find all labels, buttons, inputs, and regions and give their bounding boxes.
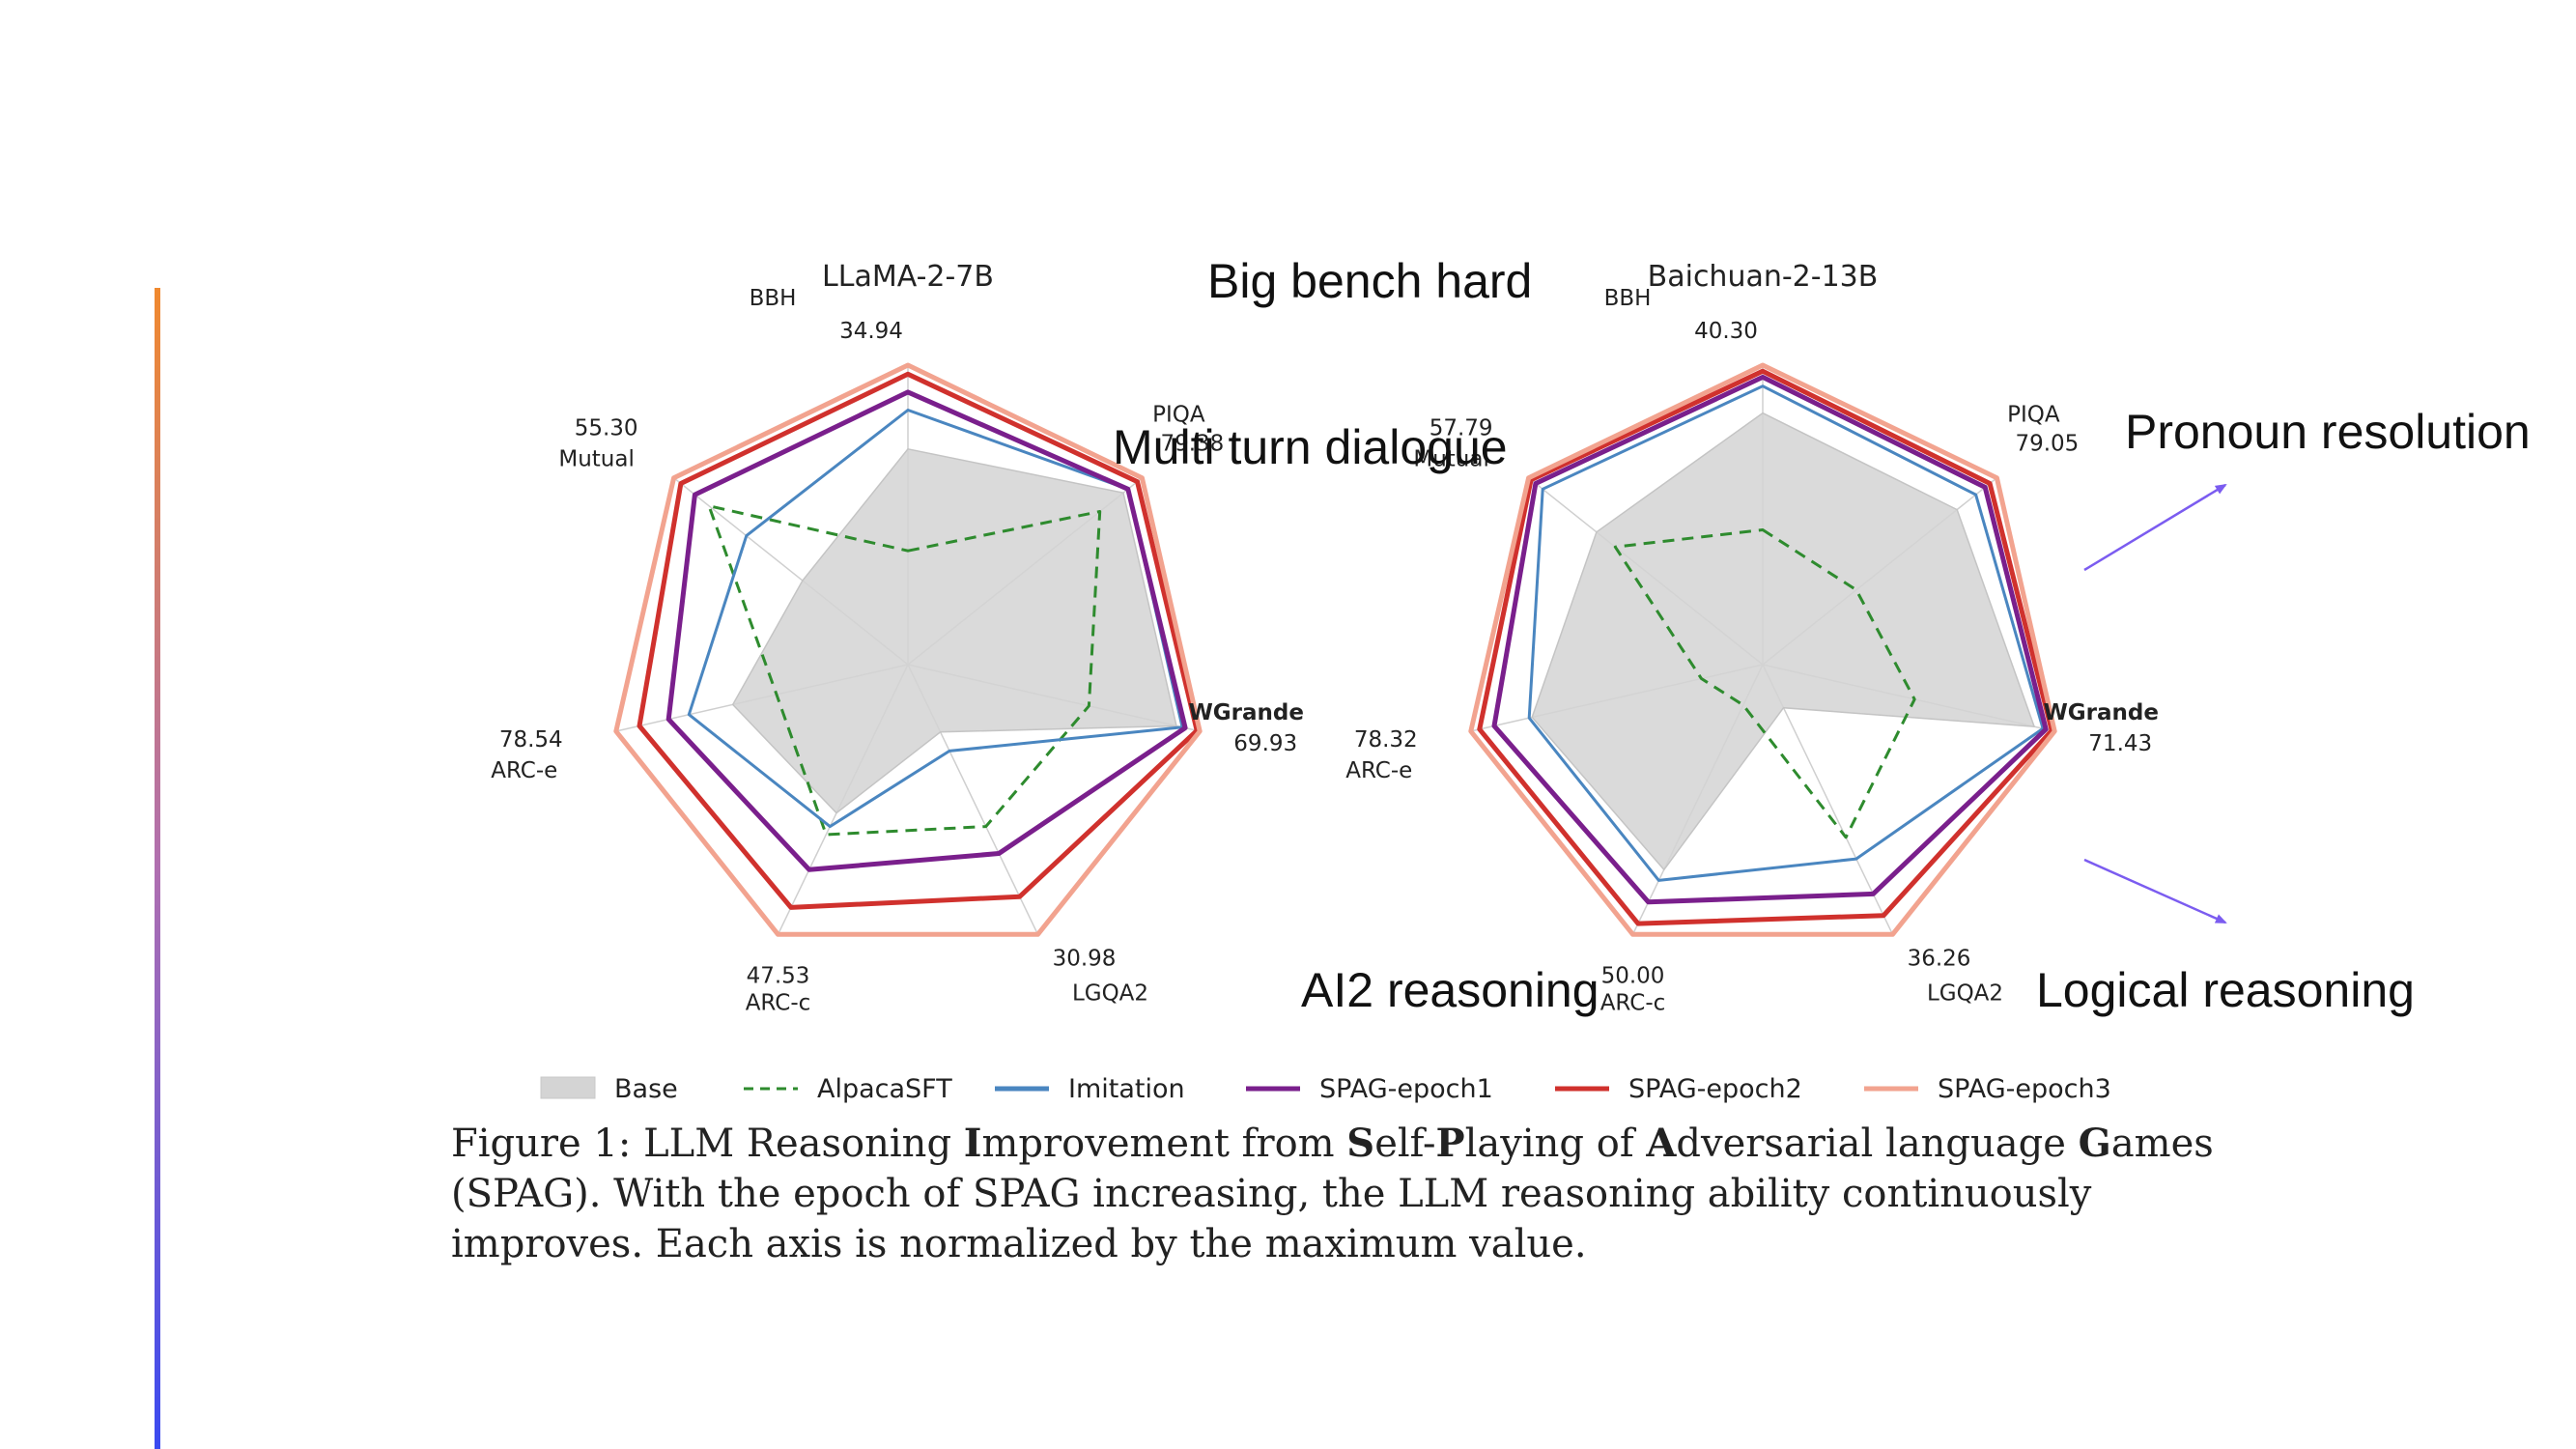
caption-title-part: A (1646, 1121, 1677, 1166)
axis-max-value: 47.53 (747, 963, 810, 988)
caption-title-part: I (963, 1121, 982, 1166)
axis-max-value: 34.94 (839, 319, 903, 344)
legend-label: SPAG-epoch1 (1319, 1074, 1493, 1104)
caption-title-part: elf- (1374, 1122, 1436, 1166)
axis-max-value: 57.79 (1430, 416, 1493, 441)
axis-label: WGrande (2043, 700, 2159, 725)
axis-label: ARC-c (746, 990, 811, 1015)
chart-title: LLaMA-2-7B (822, 260, 994, 294)
legend-label: AlpacaSFT (817, 1074, 952, 1104)
axis-max-value: 50.00 (1601, 963, 1665, 988)
axis-label: ARC-e (1345, 758, 1412, 783)
axis-label: LGQA2 (1072, 980, 1148, 1006)
caption-body: With the epoch of SPAG increasing, the L… (451, 1172, 2092, 1266)
figure-caption: Figure 1: LLM Reasoning Improvement from… (451, 1119, 2267, 1269)
axis-label: PIQA (1152, 403, 1205, 428)
legend-label: Imitation (1068, 1074, 1185, 1104)
arrow-logical-reasoning (2083, 858, 2227, 924)
annotation-ai2-reasoning: AI2 reasoning (1301, 963, 1599, 1017)
legend-label: SPAG-epoch2 (1628, 1074, 1802, 1104)
series-imitation (1527, 384, 2045, 882)
legend-swatch (540, 1076, 596, 1099)
series-spag-epoch1 (665, 389, 1188, 872)
axis-max-value: 40.30 (1694, 319, 1758, 344)
caption-title-part: mprovement from (981, 1122, 1347, 1166)
series-spag-epoch2 (1477, 368, 2054, 926)
axis-label: BBH (1604, 286, 1652, 311)
accent-bar (155, 288, 160, 1449)
series-spag-epoch1 (1491, 374, 2049, 905)
axis-label: BBH (750, 286, 797, 311)
series-spag-epoch3 (613, 362, 1203, 937)
caption-title-part: laying of (1464, 1122, 1647, 1166)
series-base (731, 447, 1177, 814)
axis-max-value: 55.30 (575, 416, 638, 441)
caption-title-part: LLM Reasoning (643, 1122, 964, 1166)
series-alpacasft (707, 504, 1102, 837)
axis-max-value: 36.26 (1908, 946, 1971, 971)
chart-title: Baichuan-2-13B (1648, 260, 1879, 294)
series-alpacasft (1613, 528, 1916, 839)
annotation-logical-reasoning: Logical reasoning (2036, 963, 2415, 1017)
legend-label: SPAG-epoch3 (1938, 1074, 2111, 1104)
annotation-big-bench-hard: Big bench hard (1207, 254, 1533, 308)
series-spag-epoch3 (1468, 362, 2057, 937)
axis-max-value: 78.54 (499, 727, 563, 753)
axis-max-value: 79.05 (2015, 432, 2079, 457)
radar-chart-llama: LLaMA-2-7B BBH 34.94 PIQA 79.38 WGrande 69.93 L… (491, 260, 1304, 1015)
legend-label: Base (614, 1074, 678, 1104)
axis-label: ARC-c (1600, 990, 1666, 1015)
axis-max-value: 69.93 (1233, 731, 1297, 756)
axis-label: WGrande (1188, 700, 1304, 725)
axis-max-value: 78.32 (1354, 727, 1418, 753)
axis-label: LGQA2 (1927, 980, 2003, 1006)
chart-legend: Base AlpacaSFT Imitation SPAG-epoch1 SPAG-ep… (540, 1074, 2111, 1104)
caption-label: Figure 1: (451, 1122, 632, 1166)
axis-max-value: 30.98 (1053, 946, 1117, 971)
annotation-arrows (2083, 483, 2227, 924)
annotation-pronoun-resolution: Pronoun resolution (2125, 405, 2531, 459)
caption-title-part: ames (SPAG). (451, 1122, 2214, 1216)
caption-title-part: dversarial language (1676, 1122, 2079, 1166)
series-base (1531, 412, 2036, 871)
axis-max-value: 71.43 (2088, 731, 2152, 756)
caption-title-part: G (2078, 1121, 2111, 1166)
axis-label: ARC-e (491, 758, 557, 783)
axis-label: PIQA (2007, 403, 2060, 428)
axis-label: Mutual (558, 447, 635, 472)
annotation-multi-turn-dialogue: Multi turn dialogue (1113, 420, 1508, 474)
caption-title-part: S (1346, 1121, 1375, 1166)
caption-title-part: P (1435, 1121, 1465, 1166)
series-spag-epoch2 (637, 371, 1200, 910)
arrow-pronoun-resolution (2083, 483, 2227, 572)
axis-label: Mutual (1413, 447, 1489, 472)
axis-max-value: 79.38 (1160, 432, 1224, 457)
radar-spoke (1762, 664, 1894, 935)
caption-title: LLM Reasoning Improvement from Self-Play… (451, 1121, 2214, 1216)
